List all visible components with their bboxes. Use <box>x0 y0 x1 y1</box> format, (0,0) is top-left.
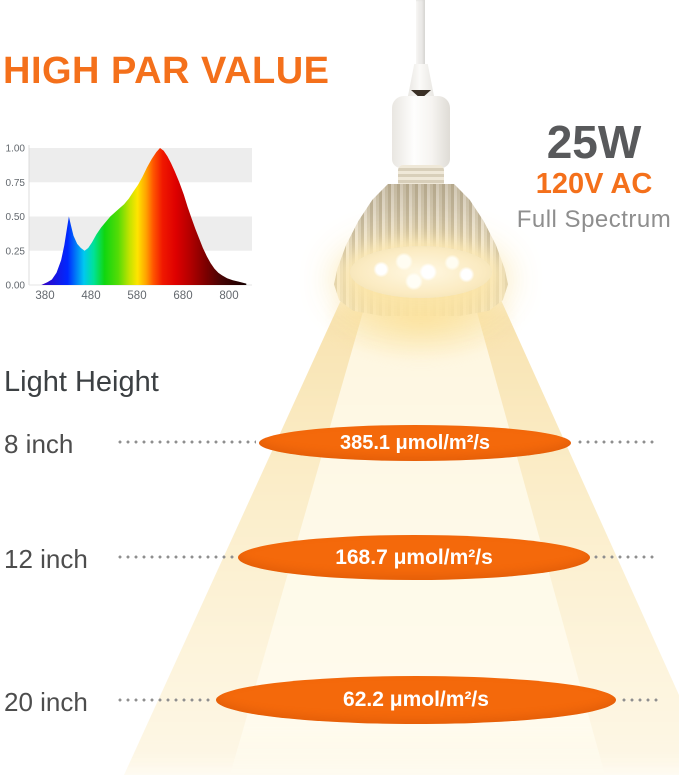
par-value: 62.2 μmol/m²/s <box>343 688 489 711</box>
svg-text:1.00: 1.00 <box>6 144 26 155</box>
svg-text:580: 580 <box>127 290 146 302</box>
svg-text:0.50: 0.50 <box>6 212 26 223</box>
leader-dots-left <box>118 440 256 444</box>
bulb-led-face <box>350 246 492 298</box>
full-spectrum-label: Full Spectrum <box>516 205 672 233</box>
spectrum-curve <box>41 148 247 285</box>
bulb-cord <box>416 0 425 70</box>
svg-text:380: 380 <box>35 290 54 302</box>
page-title: HIGH PAR VALUE <box>3 50 330 92</box>
voltage-label: 120V AC <box>535 168 653 201</box>
par-spectrum-chart: 1.00 0.75 0.50 0.25 0.00 380 480 580 680 800 <box>2 137 260 307</box>
x-axis-ticks: 380 480 580 680 800 <box>35 290 238 302</box>
leader-dots-right <box>594 555 655 559</box>
height-label-20inch: 20 inch <box>4 687 88 717</box>
bulb-socket-notch <box>411 90 431 99</box>
height-label-12inch: 12 inch <box>4 544 88 574</box>
wattage-label: 25W <box>546 116 642 168</box>
svg-text:800: 800 <box>219 290 238 302</box>
leader-dots-right <box>622 698 659 702</box>
spec-block: 25W 120V AC Full Spectrum <box>505 118 679 234</box>
svg-text:0.00: 0.00 <box>6 281 26 292</box>
svg-text:0.75: 0.75 <box>6 178 26 189</box>
par-ellipse-20inch: 62.2 μmol/m²/s <box>216 676 616 724</box>
svg-text:480: 480 <box>81 290 100 302</box>
par-ellipse-8inch: 385.1 μmol/m²/s <box>259 425 571 461</box>
leader-dots-left <box>118 555 235 559</box>
svg-text:680: 680 <box>173 290 192 302</box>
par-value: 385.1 μmol/m²/s <box>339 431 491 454</box>
height-label-8inch: 8 inch <box>4 429 74 459</box>
leader-dots-right <box>578 440 654 444</box>
par-ellipse-12inch: 168.7 μmol/m²/s <box>238 535 590 580</box>
svg-text:0.25: 0.25 <box>6 246 26 257</box>
bulb-collar <box>398 165 444 188</box>
par-value: 168.7 μmol/m²/s <box>335 545 493 569</box>
y-axis-ticks: 1.00 0.75 0.50 0.25 0.00 <box>6 144 26 292</box>
bulb-socket <box>392 96 450 168</box>
leader-dots-left <box>118 698 213 702</box>
light-height-heading: Light Height <box>4 366 159 398</box>
